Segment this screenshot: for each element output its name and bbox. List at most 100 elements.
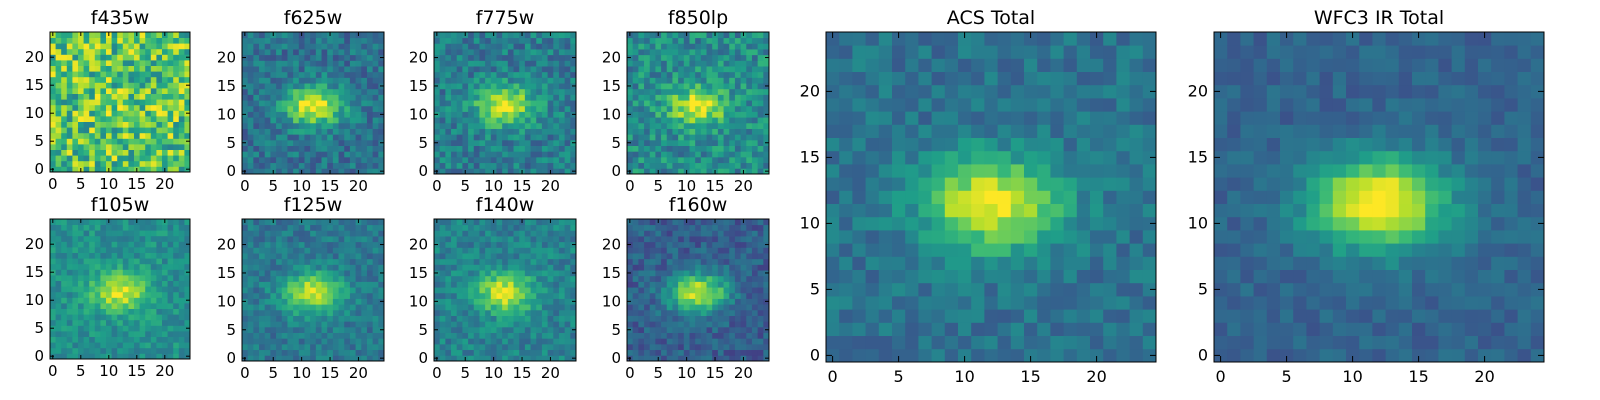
heatmap-cell xyxy=(644,117,651,124)
heatmap-cell xyxy=(78,110,84,117)
heatmap-cell xyxy=(372,292,379,299)
heatmap-cell xyxy=(366,355,374,362)
heatmap-cell xyxy=(167,110,174,117)
heatmap-cell xyxy=(746,66,753,73)
heatmap-cell xyxy=(150,82,157,89)
heatmap-cell xyxy=(553,32,560,39)
heatmap-cell xyxy=(327,281,334,288)
heatmap-cell xyxy=(61,314,68,321)
heatmap-cell xyxy=(536,270,543,277)
heatmap-cell xyxy=(638,355,645,362)
heatmap-cell xyxy=(627,43,634,50)
heatmap-cell xyxy=(558,224,566,231)
heatmap-cell xyxy=(507,292,514,299)
heatmap-cell xyxy=(746,168,753,175)
heatmap-cell xyxy=(310,77,317,84)
heatmap-cell xyxy=(456,162,463,169)
heatmap-cell xyxy=(473,281,480,288)
heatmap-cell xyxy=(122,104,129,111)
heatmap-cell xyxy=(558,326,566,333)
heatmap-cell xyxy=(122,235,129,242)
x-tick-label: 15 xyxy=(127,362,146,380)
heatmap-cell xyxy=(83,71,90,78)
heatmap-cell xyxy=(111,314,118,321)
heatmap-cell xyxy=(627,162,634,169)
heatmap-cell xyxy=(167,303,174,309)
heatmap-cell xyxy=(156,331,163,337)
heatmap-cell xyxy=(178,160,185,167)
heatmap-cell xyxy=(445,338,452,345)
heatmap-cell xyxy=(150,319,157,326)
heatmap-cell xyxy=(139,54,146,61)
heatmap-cell xyxy=(734,162,741,169)
heatmap-cell xyxy=(513,71,520,78)
heatmap-cell xyxy=(310,287,317,294)
heatmap-cell xyxy=(332,270,339,277)
heatmap-cell xyxy=(361,122,368,129)
heatmap-cell xyxy=(519,100,526,107)
heatmap-cell xyxy=(150,331,157,337)
heatmap-cell xyxy=(139,48,146,55)
heatmap-cell xyxy=(287,315,294,322)
heatmap-cell xyxy=(139,155,146,162)
heatmap-cell xyxy=(315,139,322,146)
heatmap-cell xyxy=(242,230,249,237)
heatmap-cell xyxy=(276,66,283,73)
heatmap-cell xyxy=(338,309,345,316)
heatmap-cell xyxy=(473,151,480,158)
heatmap-cell xyxy=(78,60,84,66)
heatmap-cell xyxy=(689,321,696,328)
heatmap-cell xyxy=(72,230,79,237)
heatmap-cell xyxy=(327,111,334,118)
heatmap-cell xyxy=(468,224,475,231)
heatmap-cell xyxy=(259,71,266,78)
heatmap-cell xyxy=(485,219,492,226)
heatmap-cell xyxy=(50,43,56,50)
heatmap-cell xyxy=(734,151,741,158)
heatmap-cell xyxy=(66,144,73,150)
heatmap-cell xyxy=(366,122,374,129)
heatmap-cell xyxy=(378,315,385,322)
heatmap-cell xyxy=(553,292,560,299)
heatmap-cell xyxy=(111,121,118,128)
heatmap-cell xyxy=(644,332,651,339)
heatmap-cell xyxy=(83,144,90,150)
heatmap-cell xyxy=(372,315,379,322)
heatmap-cell xyxy=(445,60,452,67)
heatmap-cell xyxy=(276,162,283,169)
heatmap-cell xyxy=(706,281,713,288)
heatmap-cell xyxy=(717,343,724,351)
heatmap-cell xyxy=(536,100,543,107)
heatmap-cell xyxy=(276,151,283,158)
heatmap-cell xyxy=(253,247,260,254)
heatmap-cell xyxy=(627,122,634,129)
heatmap-cell xyxy=(366,287,374,294)
heatmap-cell xyxy=(134,37,140,44)
heatmap-cell xyxy=(78,82,84,89)
heatmap-cell xyxy=(655,60,662,67)
heatmap-cell xyxy=(485,100,492,107)
heatmap-cell xyxy=(162,263,168,270)
heatmap-cell xyxy=(558,43,566,50)
heatmap-cell xyxy=(327,134,334,141)
heatmap-cell xyxy=(451,32,458,39)
heatmap-cell xyxy=(570,43,577,50)
heatmap-cell xyxy=(66,247,73,253)
heatmap-cell xyxy=(247,247,254,254)
heatmap-cell xyxy=(270,349,277,356)
heatmap-cell xyxy=(122,219,129,225)
heatmap-cell xyxy=(259,287,266,294)
heatmap-cell xyxy=(366,258,374,265)
heatmap-cell xyxy=(321,230,328,237)
heatmap-cell xyxy=(706,292,713,299)
heatmap-cell xyxy=(717,54,724,61)
heatmap-cell xyxy=(451,247,458,254)
heatmap-cell xyxy=(111,241,118,248)
heatmap-cell xyxy=(678,168,685,175)
heatmap-cell xyxy=(259,83,266,90)
heatmap-cell xyxy=(661,105,668,112)
heatmap-cell xyxy=(106,43,112,50)
heatmap-cell xyxy=(507,315,514,322)
heatmap-cell xyxy=(502,43,509,50)
heatmap-cell xyxy=(72,104,79,111)
